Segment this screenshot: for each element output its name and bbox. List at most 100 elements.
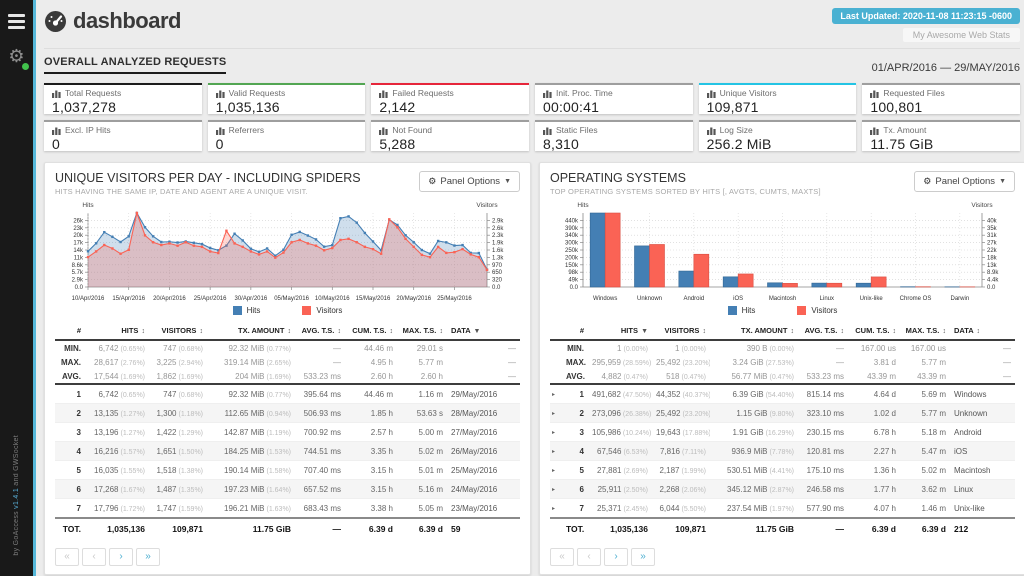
table-row: ▸ 6 25,911 (2.50%) 2,268 (2.06%) 345.12 MiB (2.… [550, 479, 1015, 499]
svg-text:18k: 18k [987, 255, 998, 261]
column-header-visitors[interactable]: VISITORS ↕ [652, 322, 710, 341]
svg-text:14k: 14k [73, 248, 84, 254]
column-header-avg-t-s-[interactable]: AVG. T.S. ↕ [295, 322, 345, 341]
sort-icon: ↕ [337, 328, 342, 335]
svg-text:390k: 390k [565, 226, 579, 232]
version-link[interactable]: v1.4.1 [13, 487, 20, 509]
menu-toggle-icon[interactable] [8, 14, 25, 29]
column-header-data[interactable]: DATA ↕ [950, 322, 1015, 341]
expand-row-icon[interactable]: ▸ [550, 498, 562, 519]
prev-page-button[interactable]: ‹ [577, 548, 601, 566]
summary-row-min: MIN. 6,742 (0.65%) 747 (0.68%) 92.32 MiB (0.77… [64, 343, 516, 353]
bar-chart-icon [379, 90, 388, 98]
svg-text:650: 650 [492, 270, 503, 276]
svg-text:Macintosh: Macintosh [769, 296, 796, 302]
column-header--[interactable]: # [55, 322, 85, 341]
svg-text:Chrome OS: Chrome OS [900, 296, 932, 302]
expand-row-icon[interactable]: ▸ [550, 384, 562, 404]
column-header-avg-t-s-[interactable]: AVG. T.S. ↕ [798, 322, 848, 341]
sidebar-accent-line [33, 0, 36, 576]
svg-text:340k: 340k [565, 233, 579, 239]
expand-row-icon[interactable]: ▸ [550, 460, 562, 480]
chevron-down-icon: ▼ [999, 178, 1006, 185]
bar-chart-icon [543, 90, 552, 98]
table-row: ▸ 5 27,881 (2.69%) 2,187 (1.99%) 530.51 MiB (4.… [550, 460, 1015, 480]
svg-text:15/Apr/2016: 15/Apr/2016 [112, 296, 145, 302]
svg-text:05/May/2016: 05/May/2016 [274, 296, 309, 302]
sort-icon: ↕ [702, 328, 707, 335]
svg-text:10/Apr/2016: 10/Apr/2016 [72, 296, 105, 302]
expand-row-icon[interactable]: ▸ [550, 403, 562, 423]
first-page-button[interactable]: « [550, 548, 574, 566]
sort-icon: ↕ [287, 328, 292, 335]
legend-item-hits[interactable]: Hits [232, 306, 260, 315]
column-header-hits[interactable]: HITS ▼ [588, 322, 652, 341]
svg-text:Hits: Hits [577, 202, 589, 209]
column-header-cum-t-s-[interactable]: CUM. T.S. ↕ [848, 322, 900, 341]
column-header--[interactable]: # [562, 322, 588, 341]
metric-value: 5,288 [379, 136, 416, 152]
sort-icon: ↕ [439, 328, 444, 335]
total-row: TOT. 1,035,136 109,871 11.75 GiB —6.39 d 6.39… [55, 517, 520, 539]
chart-legend: Hits Visitors [550, 306, 1015, 315]
prev-page-button[interactable]: ‹ [82, 548, 106, 566]
expand-row-icon[interactable]: ▸ [550, 479, 562, 499]
last-page-button[interactable]: » [136, 548, 160, 566]
metric-label: Not Found [392, 125, 433, 135]
table-row: 7 17,796 (1.72%) 1,747 (1.59%) 196.21 MiB (1.6… [55, 498, 520, 519]
bar-chart-icon [870, 90, 879, 98]
pagination: «‹ ›» [55, 548, 520, 566]
metric-value: 109,871 [706, 99, 759, 115]
bar-chart-icon [870, 127, 879, 135]
metric-box-requested-files: Requested Files 100,801 [862, 83, 1020, 115]
next-page-button[interactable]: › [604, 548, 628, 566]
expand-row-icon[interactable]: ▸ [550, 441, 562, 461]
legend-item-visitors[interactable]: Visitors [797, 306, 837, 315]
svg-text:26k: 26k [73, 218, 84, 224]
svg-text:320: 320 [492, 278, 503, 284]
column-header-max-t-s-[interactable]: MAX. T.S. ↕ [900, 322, 950, 341]
table-row: 5 16,035 (1.55%) 1,518 (1.38%) 190.14 MiB (1.5… [55, 460, 520, 480]
column-header-tx-amount[interactable]: TX. AMOUNT ↕ [710, 322, 798, 341]
first-page-button[interactable]: « [55, 548, 79, 566]
metric-box-not-found: Not Found 5,288 [371, 120, 529, 152]
metric-label: Referrers [228, 125, 265, 135]
bar-chart-icon [543, 127, 552, 135]
column-header-max-t-s-[interactable]: MAX. T.S. ↕ [397, 322, 447, 341]
last-page-button[interactable]: » [631, 548, 655, 566]
svg-text:8.6k: 8.6k [72, 263, 84, 269]
table-row: ▸ 7 25,371 (2.45%) 6,044 (5.50%) 237.54 MiB (1.… [550, 498, 1015, 519]
column-header-cum-t-s-[interactable]: CUM. T.S. ↕ [345, 322, 397, 341]
svg-text:2.9k: 2.9k [72, 278, 84, 284]
bar-chart-icon [215, 90, 225, 98]
sort-icon: ↕ [389, 328, 394, 335]
report-title-input[interactable]: My Awesome Web Stats [902, 28, 1020, 42]
legend-item-visitors[interactable]: Visitors [302, 306, 342, 315]
column-header-tx-amount[interactable]: TX. AMOUNT ↕ [207, 322, 295, 341]
metric-value: 256.2 MiB [706, 136, 772, 152]
stats-table: # HITS ▼ VISITORS ↕ TX. AMOUNT ↕ AVG. T.S. ↕… [550, 322, 1015, 539]
summary-row-max: MAX. 295,959 (28.59%) 25,492 (23.20%) 3.24 Gi… [566, 357, 1011, 367]
panel-subtitle: TOP OPERATING SYSTEMS SORTED BY HITS [, … [550, 187, 821, 196]
table-row: 2 13,135 (1.27%) 1,300 (1.18%) 112.65 MiB (0.9… [55, 403, 520, 423]
column-header-data[interactable]: DATA ▼ [447, 322, 520, 341]
table-row: 4 16,216 (1.57%) 1,651 (1.50%) 184.25 MiB (1.5… [55, 441, 520, 461]
legend-item-hits[interactable]: Hits [727, 306, 755, 315]
panel-options-button[interactable]: ⚙ Panel Options ▼ [914, 171, 1015, 192]
settings-gear-icon[interactable]: ⚙ [7, 47, 29, 70]
gear-icon: ⚙ [428, 176, 437, 186]
next-page-button[interactable]: › [109, 548, 133, 566]
column-header-visitors[interactable]: VISITORS ↕ [149, 322, 207, 341]
svg-text:0.0: 0.0 [570, 285, 579, 291]
sort-icon: ↕ [790, 328, 795, 335]
expand-row-icon[interactable]: ▸ [550, 422, 562, 442]
panel-options-button[interactable]: ⚙ Panel Options ▼ [419, 171, 520, 192]
svg-text:15/May/2016: 15/May/2016 [356, 296, 391, 302]
metric-value: 2,142 [379, 99, 416, 115]
svg-text:20/May/2016: 20/May/2016 [396, 296, 431, 302]
column-header-hits[interactable]: HITS ↕ [85, 322, 149, 341]
date-range: 01/APR/2016 — 29/MAY/2016 [871, 62, 1020, 74]
svg-text:0.0: 0.0 [987, 285, 996, 291]
metric-label: Valid Requests [228, 88, 286, 98]
sort-icon: ▼ [473, 328, 481, 335]
